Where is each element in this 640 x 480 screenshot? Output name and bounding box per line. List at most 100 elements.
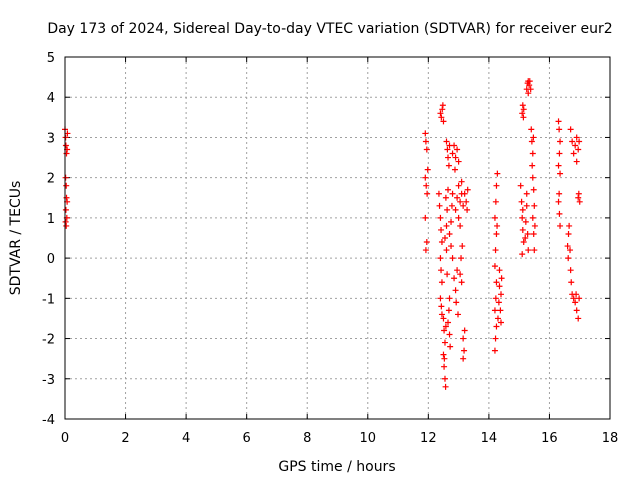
data-point xyxy=(530,134,537,141)
data-point xyxy=(463,198,470,205)
data-point xyxy=(422,130,429,137)
data-point xyxy=(455,311,462,318)
data-point xyxy=(443,247,450,254)
data-point xyxy=(451,275,458,282)
x-axis-label: GPS time / hours xyxy=(278,459,395,475)
data-point xyxy=(458,255,465,262)
data-point xyxy=(525,90,532,97)
data-point xyxy=(520,106,527,113)
data-point xyxy=(520,114,527,121)
data-point xyxy=(441,235,448,241)
data-point xyxy=(447,343,454,350)
data-point xyxy=(531,222,538,229)
data-point xyxy=(449,150,456,157)
data-point xyxy=(556,210,563,217)
data-point xyxy=(567,247,574,254)
data-point xyxy=(453,299,460,306)
data-point xyxy=(464,206,471,213)
data-point xyxy=(62,134,69,141)
x-tick-label: 2 xyxy=(121,431,129,446)
data-point xyxy=(436,202,443,209)
data-point xyxy=(575,315,582,322)
data-point xyxy=(451,142,458,149)
data-point xyxy=(569,138,576,145)
data-point xyxy=(442,383,449,390)
data-point xyxy=(460,202,467,209)
data-point xyxy=(439,106,446,113)
chart-title: Day 173 of 2024, Sidereal Day-to-day VTE… xyxy=(47,21,612,37)
data-point xyxy=(491,347,498,354)
data-point xyxy=(522,235,529,241)
data-point xyxy=(493,323,500,330)
data-point xyxy=(496,267,503,274)
data-point xyxy=(570,295,577,302)
data-point xyxy=(449,190,456,197)
data-point xyxy=(452,206,459,213)
data-point xyxy=(529,162,536,169)
x-tick-label: 8 xyxy=(303,431,311,446)
y-tick-label: 1 xyxy=(47,212,55,227)
x-tick-label: 6 xyxy=(243,431,251,446)
data-point xyxy=(557,222,564,229)
data-point xyxy=(452,287,459,294)
data-point xyxy=(422,214,429,221)
data-point xyxy=(556,150,563,157)
data-point xyxy=(442,194,449,201)
data-point xyxy=(448,202,455,209)
data-point xyxy=(63,182,70,189)
data-point xyxy=(444,206,451,213)
data-point xyxy=(529,174,536,181)
data-point xyxy=(438,311,445,318)
data-point xyxy=(438,303,445,310)
x-tick-label: 12 xyxy=(420,431,437,446)
data-point xyxy=(568,279,575,286)
data-point xyxy=(452,154,459,161)
data-point xyxy=(424,166,431,173)
data-point xyxy=(444,146,451,153)
data-point xyxy=(529,150,536,157)
data-point xyxy=(525,247,532,254)
y-tick-label: -3 xyxy=(42,373,55,388)
data-point xyxy=(446,230,453,237)
data-point xyxy=(458,178,465,185)
data-point xyxy=(446,295,453,302)
data-point xyxy=(556,126,563,133)
data-point xyxy=(530,230,537,237)
data-point xyxy=(494,315,501,322)
data-point xyxy=(62,218,69,225)
data-point xyxy=(572,142,579,149)
data-point xyxy=(461,190,468,197)
data-point xyxy=(454,267,461,274)
data-point xyxy=(493,182,500,189)
data-point xyxy=(441,327,448,334)
grid-lines xyxy=(65,57,610,419)
y-axis-label: SDTVAR / TECUs xyxy=(8,181,24,296)
y-tick-label: 4 xyxy=(47,91,55,106)
data-point xyxy=(62,142,69,149)
data-point xyxy=(444,271,451,278)
y-tick-label: -1 xyxy=(42,292,55,307)
data-point xyxy=(526,82,533,89)
data-point xyxy=(575,190,582,197)
data-point xyxy=(62,206,69,213)
data-point xyxy=(439,102,446,109)
data-point xyxy=(573,158,580,165)
data-point xyxy=(495,299,502,306)
data-point xyxy=(519,226,526,233)
data-point xyxy=(491,214,498,221)
data-point xyxy=(491,263,498,270)
data-point xyxy=(423,182,430,189)
data-point xyxy=(530,186,537,193)
data-point xyxy=(564,243,571,250)
data-point xyxy=(494,222,501,229)
data-point xyxy=(556,190,563,197)
y-tick-label: 5 xyxy=(47,51,55,66)
data-point xyxy=(494,170,501,177)
data-point xyxy=(457,198,464,205)
data-point xyxy=(531,247,538,254)
data-point xyxy=(454,194,461,201)
data-point xyxy=(567,126,574,133)
data-point xyxy=(464,186,471,193)
data-point xyxy=(493,230,500,237)
